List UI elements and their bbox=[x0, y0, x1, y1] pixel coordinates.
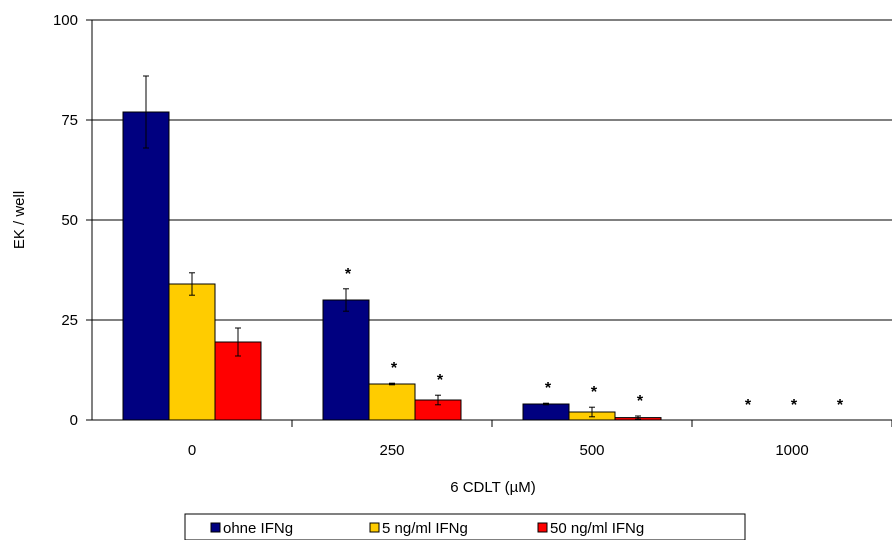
y-axis-label: EK / well bbox=[11, 191, 28, 249]
error-bars bbox=[143, 75, 641, 420]
significance-star: * bbox=[437, 372, 444, 389]
legend-swatch bbox=[369, 522, 380, 533]
legend-label: ohne IFNg bbox=[223, 520, 293, 537]
legend-box bbox=[184, 513, 746, 540]
grid-lines bbox=[92, 19, 892, 321]
x-axis-label: 6 CDLT (µM) bbox=[450, 479, 536, 496]
x-tick-label: 500 bbox=[579, 442, 604, 459]
x-tick-label: 250 bbox=[379, 442, 404, 459]
y-tick-label: 50 bbox=[61, 212, 78, 229]
significance-star: * bbox=[391, 360, 398, 377]
legend-label: 50 ng/ml IFNg bbox=[550, 520, 644, 537]
axes bbox=[86, 19, 892, 427]
bar bbox=[168, 283, 216, 421]
significance-star: * bbox=[591, 384, 598, 401]
significance-star: * bbox=[791, 397, 798, 414]
legend-swatch bbox=[210, 522, 221, 533]
bar bbox=[322, 299, 370, 421]
x-tick-labels: 0 250 500 1000 bbox=[188, 442, 809, 459]
significance-star: * bbox=[345, 266, 352, 283]
significance-star: * bbox=[637, 393, 644, 410]
y-tick-label: 25 bbox=[61, 312, 78, 329]
y-tick-label: 75 bbox=[61, 112, 78, 129]
legend-swatch bbox=[537, 522, 548, 533]
legend: ohne IFNg 5 ng/ml IFNg 50 ng/ml IFNg bbox=[184, 513, 746, 540]
bar bbox=[368, 383, 416, 421]
y-tick-label: 0 bbox=[70, 412, 78, 429]
significance-star: * bbox=[837, 397, 844, 414]
significance-star: * bbox=[745, 397, 752, 414]
x-tick-label: 0 bbox=[188, 442, 196, 459]
significance-star: * bbox=[545, 380, 552, 397]
x-tick-label: 1000 bbox=[775, 442, 808, 459]
bar bbox=[122, 111, 170, 421]
legend-label: 5 ng/ml IFNg bbox=[382, 520, 468, 537]
y-tick-labels: 0 25 50 75 100 bbox=[53, 12, 78, 429]
significance-markers: * * * * * * * * * bbox=[345, 266, 844, 414]
y-tick-label: 100 bbox=[53, 12, 78, 29]
bar bbox=[522, 403, 570, 421]
